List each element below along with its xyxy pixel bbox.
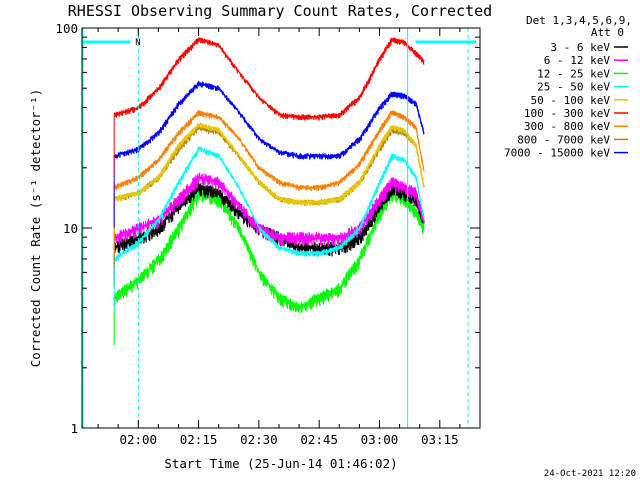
legend-label-3: 25 - 50 keV [537,81,610,94]
x-tick-label-4: 03:00 [361,432,399,447]
y-tick-label-1: 10 [63,221,78,236]
series-line-2 [113,187,425,313]
series-line-3 [113,146,425,262]
y-axis-label: Corrected Count Rate (s⁻¹ detector⁻¹) [28,89,43,367]
legend-label-2: 12 - 25 keV [537,67,610,80]
chart-title: RHESSI Observing Summary Count Rates, Co… [68,2,492,20]
series-0 [113,181,425,288]
legend-label-5: 100 - 300 keV [524,107,610,120]
legend-label-0: 3 - 6 keV [550,41,610,54]
render-timestamp: 24-Oct-2021 12:20 [544,469,636,479]
series-line-6 [113,110,425,192]
legend-label-8: 7000 - 15000 keV [504,147,610,160]
series-layer [113,37,425,346]
x-tick-label-2: 02:30 [240,432,278,447]
legend-header-line-2: Att 0 [591,26,624,39]
y-axis: 1 10 100 [55,21,480,436]
x-axis: 02:00 02:15 02:30 02:45 03:00 03:15 [97,28,481,447]
x-axis-label: Start Time (25-Jun-14 01:46:02) [164,456,397,471]
y-tick-label-2: 100 [55,21,78,36]
series-3 [113,146,425,311]
x-tick-label-3: 02:45 [300,432,338,447]
legend-label-4: 50 - 100 keV [531,94,611,107]
legend-label-6: 300 - 800 keV [524,120,610,133]
series-line-1 [113,172,425,247]
y-tick-label-0: 1 [70,421,78,436]
x-tick-label-1: 02:15 [180,432,218,447]
legend-label-7: 800 - 7000 keV [517,133,610,146]
series-5 [113,37,425,175]
x-tick-label-5: 03:15 [421,432,459,447]
legend-label-1: 6 - 12 keV [544,54,611,67]
series-line-5 [113,37,425,121]
series-line-4 [113,122,425,206]
flag-label: N [135,38,140,48]
legend-header-line-1: Det 1,3,4,5,6,9, [526,14,632,27]
x-tick-label-0: 02:00 [119,432,157,447]
series-line-8 [113,80,425,160]
